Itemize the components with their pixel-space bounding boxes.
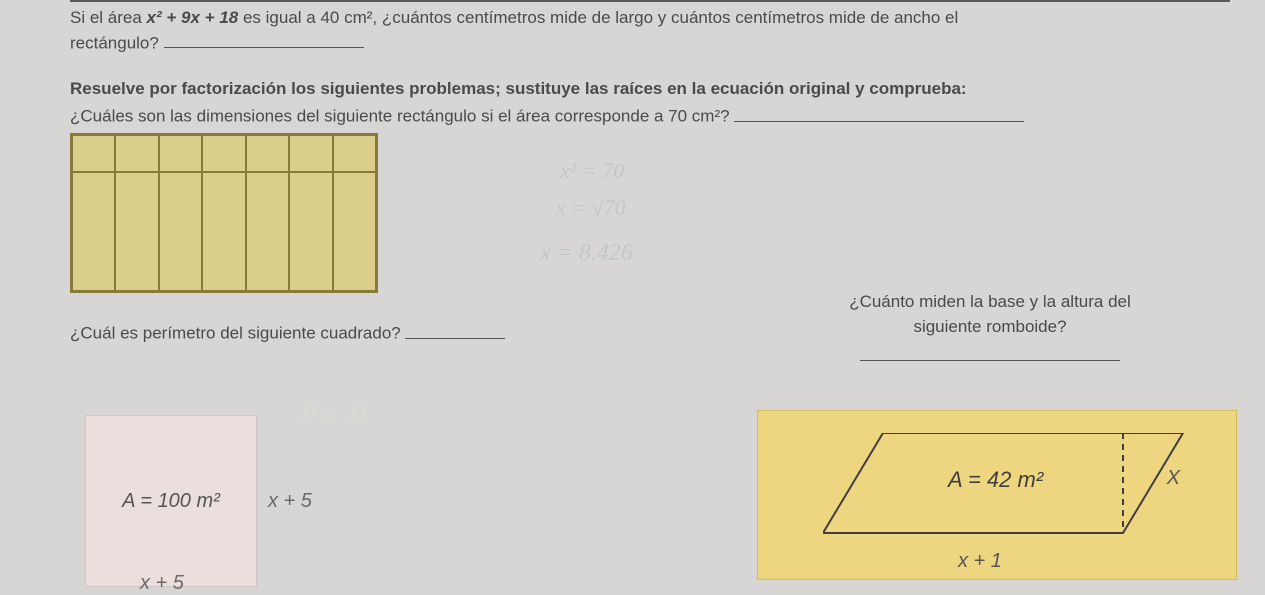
section-2: Resuelve por factorización los siguiente… [70, 79, 1245, 293]
square-area-label: A = 100 m² [122, 490, 220, 513]
answer-blank-3[interactable] [405, 320, 505, 339]
square-side-right: x + 5 [268, 490, 312, 513]
answer-blank-4[interactable] [860, 345, 1120, 361]
p1-line2: rectángulo? [70, 33, 159, 52]
handwriting-line-3: x = 8.426 [540, 240, 633, 267]
s2-question: ¿Cuáles son las dimensiones del siguient… [70, 103, 1245, 127]
perimeter-question: ¿Cuál es perímetro del siguiente cuadrad… [70, 320, 505, 344]
problem-1: Si el área x² + 9x + 18 es igual a 40 cm… [70, 0, 1245, 55]
rhomboid-question: ¿Cuánto miden la base y la altura del si… [800, 290, 1180, 361]
rhomboid-area-label: A = 42 m² [948, 467, 1043, 493]
answer-blank-1[interactable] [164, 30, 364, 49]
handwriting-line-2: x = √70 [556, 195, 626, 221]
rhomboid-base-label: x + 1 [958, 550, 1002, 573]
square-side-bottom: x + 5 [140, 572, 184, 595]
perimeter-question-text: ¿Cuál es perímetro del siguiente cuadrad… [70, 324, 401, 343]
p1-mid: es igual a 40 cm², ¿cuántos centímetros … [243, 8, 958, 27]
s2-instruction: Resuelve por factorización los siguiente… [70, 79, 1245, 99]
answer-blank-2[interactable] [734, 103, 1024, 122]
rhomboid-q-line1: ¿Cuánto miden la base y la altura del [849, 292, 1131, 311]
square-figure: A = 100 m² [85, 415, 257, 587]
s2-question-text: ¿Cuáles son las dimensiones del siguient… [70, 107, 730, 126]
rhomboid-block: A = 42 m² X x + 1 [757, 410, 1237, 580]
rectangle-figure [70, 133, 378, 293]
p1-prefix: Si el área [70, 8, 147, 27]
rhomboid-q-line2: siguiente romboide? [913, 317, 1066, 336]
row-3: ¿Cuál es perímetro del siguiente cuadrad… [70, 320, 1230, 344]
rhomboid-height-label: X [1167, 467, 1180, 490]
handwriting-p11: P = 11 [300, 400, 370, 430]
handwriting-line-1: x² = 70 [560, 158, 624, 184]
p1-expression: x² + 9x + 18 [147, 8, 239, 27]
